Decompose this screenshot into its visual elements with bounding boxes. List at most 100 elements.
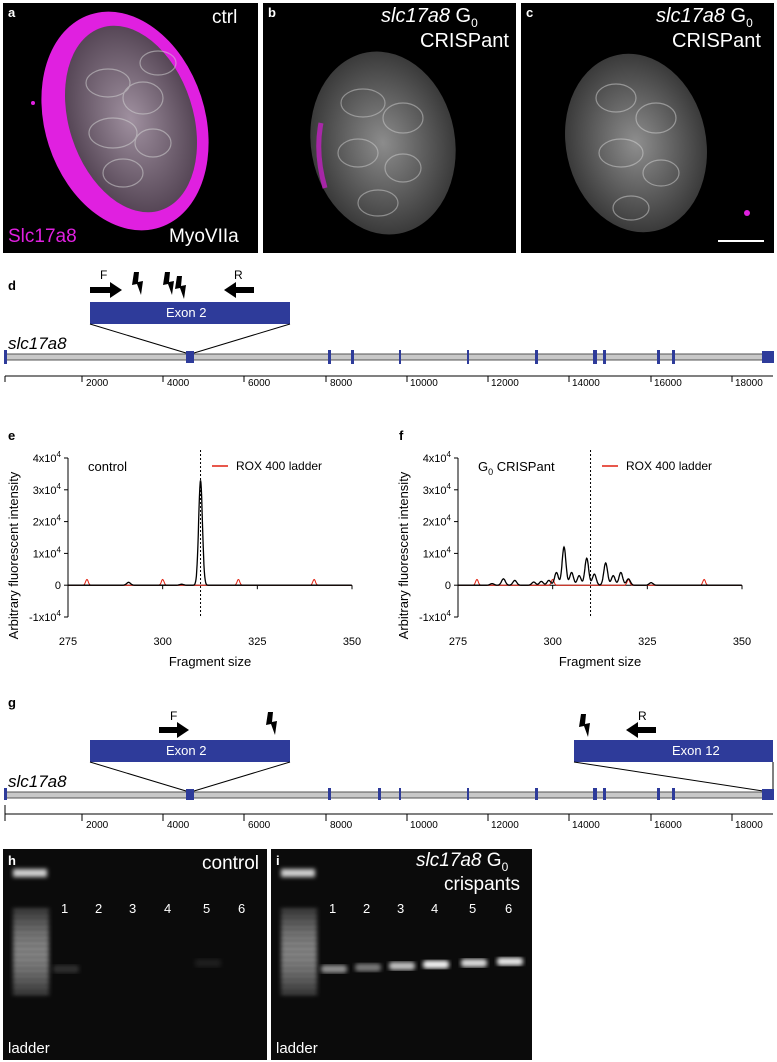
label-b-crispant: CRISPant [420, 30, 509, 52]
generation: G [455, 5, 472, 27]
gel-image-i [281, 869, 523, 995]
sample-band [423, 960, 449, 969]
reverse-primer-arrow [626, 722, 656, 738]
ladder-band [13, 975, 49, 978]
primer-r-label: R [234, 268, 243, 282]
axis-tick-label: 12000 [491, 378, 519, 389]
axis-tick-label: 4000 [167, 378, 190, 389]
label-c-genotype: slc17a8 G0 [656, 5, 753, 30]
ladder-band [13, 964, 49, 967]
ladder-band [281, 986, 317, 989]
label-b-genotype: slc17a8 G0 [381, 5, 478, 30]
ladder-band [13, 936, 49, 940]
y-tick-label: 0 [55, 580, 61, 592]
exon-marks [4, 788, 774, 800]
ladder-band [281, 958, 317, 962]
ladder-band [281, 964, 317, 967]
lane-label: 1 [329, 901, 337, 916]
lightning-icon [579, 714, 590, 737]
sample-band-rect [355, 963, 381, 972]
axis-tick-label: 2000 [86, 820, 109, 831]
ladder-series-line [68, 578, 352, 586]
x-axis-label: Fragment size [169, 654, 251, 669]
sample-band [355, 963, 381, 972]
axis-tick-label: 14000 [572, 378, 600, 389]
legend-label: ROX 400 ladder [236, 459, 322, 473]
ladder-band [13, 942, 49, 945]
sample-series-line [458, 545, 742, 586]
label-c-crispant: CRISPant [672, 30, 761, 52]
ladder-band [281, 920, 317, 923]
axis-tick-label: 8000 [330, 820, 353, 831]
panel-letter-d: d [8, 278, 16, 293]
x-tick-label: 300 [153, 636, 171, 648]
reverse-primer-arrow [224, 282, 254, 298]
y-tick-label: 2x104 [423, 514, 452, 529]
chart-f: 4x104 3x104 2x104 1x104 0 -1x104 275 300 325 350 F… [396, 450, 751, 669]
ladder-band [13, 980, 49, 984]
generation-sub: 0 [471, 16, 478, 30]
legend-label: ROX 400 ladder [626, 459, 712, 473]
axis-tick-label: 10000 [410, 820, 438, 831]
ladder-band [13, 914, 49, 918]
y-tick-label: 1x104 [423, 545, 452, 560]
ladder-band [13, 958, 49, 962]
label-slc17a8-stain: Slc17a8 [8, 226, 77, 247]
ladder-lane [281, 869, 317, 995]
exon-2-box [90, 302, 290, 324]
ladder-band [13, 953, 49, 956]
ladder-band [281, 925, 317, 929]
lightning-icon [175, 276, 186, 299]
sample-band [53, 965, 79, 973]
y-tick-label: -1x104 [29, 609, 62, 624]
y-tick-label: 3x104 [33, 482, 62, 497]
ladder-band [281, 991, 317, 995]
chart-e: 4x104 3x104 2x104 1x104 0 -1x104 275 300 325 350 F… [6, 450, 361, 669]
sample-series-line [68, 480, 352, 586]
ladder-band [13, 920, 49, 923]
grna-site-icons [132, 272, 186, 299]
hair-cell-image-b [310, 51, 456, 235]
primer-r-label: R [638, 709, 647, 723]
ladder-band [13, 869, 47, 877]
gene-label-g: slc17a8 [8, 772, 67, 791]
gene-diagram-g [4, 712, 774, 800]
lane-label: 6 [238, 901, 246, 916]
x-tick-label: 275 [59, 636, 77, 648]
ladder-band [281, 969, 317, 973]
panel-letter-i: i [276, 853, 280, 868]
x-tick-label: 350 [733, 636, 751, 648]
axis-tick-label: 14000 [572, 820, 600, 831]
gel-i-crispants: crispants [444, 874, 521, 895]
label-ctrl: ctrl [212, 7, 238, 28]
panel-letter-c: c [526, 5, 534, 20]
ladder-band [13, 991, 49, 995]
y-tick-label: 0 [445, 580, 451, 592]
axis-tick-label: 6000 [248, 820, 271, 831]
y-tick-label: 1x104 [33, 545, 62, 560]
gel-control-title: control [202, 853, 260, 874]
label-myoviia: MyoVIIa [169, 226, 239, 247]
gel-ladder-label: ladder [8, 1040, 50, 1057]
hair-cell-image-c [565, 53, 764, 242]
chart-annotation: control [88, 459, 127, 474]
gel-control [3, 849, 267, 1060]
forward-primer-arrow [90, 282, 122, 298]
exon-12-box [574, 740, 773, 762]
x-tick-label: 300 [543, 636, 561, 648]
sample-band-rect [321, 965, 347, 973]
lane-label: 3 [397, 901, 405, 916]
ladder-band [281, 931, 317, 934]
y-tick-label: 4x104 [33, 450, 62, 465]
sample-band-rect [423, 960, 449, 969]
y-tick-label: 2x104 [33, 514, 62, 529]
lane-label: 5 [469, 901, 477, 916]
lightning-icon [163, 272, 174, 295]
panel-letter-g: g [8, 695, 16, 710]
gene-diagram-d [4, 272, 774, 382]
sample-band [195, 959, 221, 967]
lane-label: 2 [363, 901, 371, 916]
ladder-band [13, 931, 49, 934]
lane-label: 1 [61, 901, 69, 916]
ladder-band [281, 975, 317, 978]
